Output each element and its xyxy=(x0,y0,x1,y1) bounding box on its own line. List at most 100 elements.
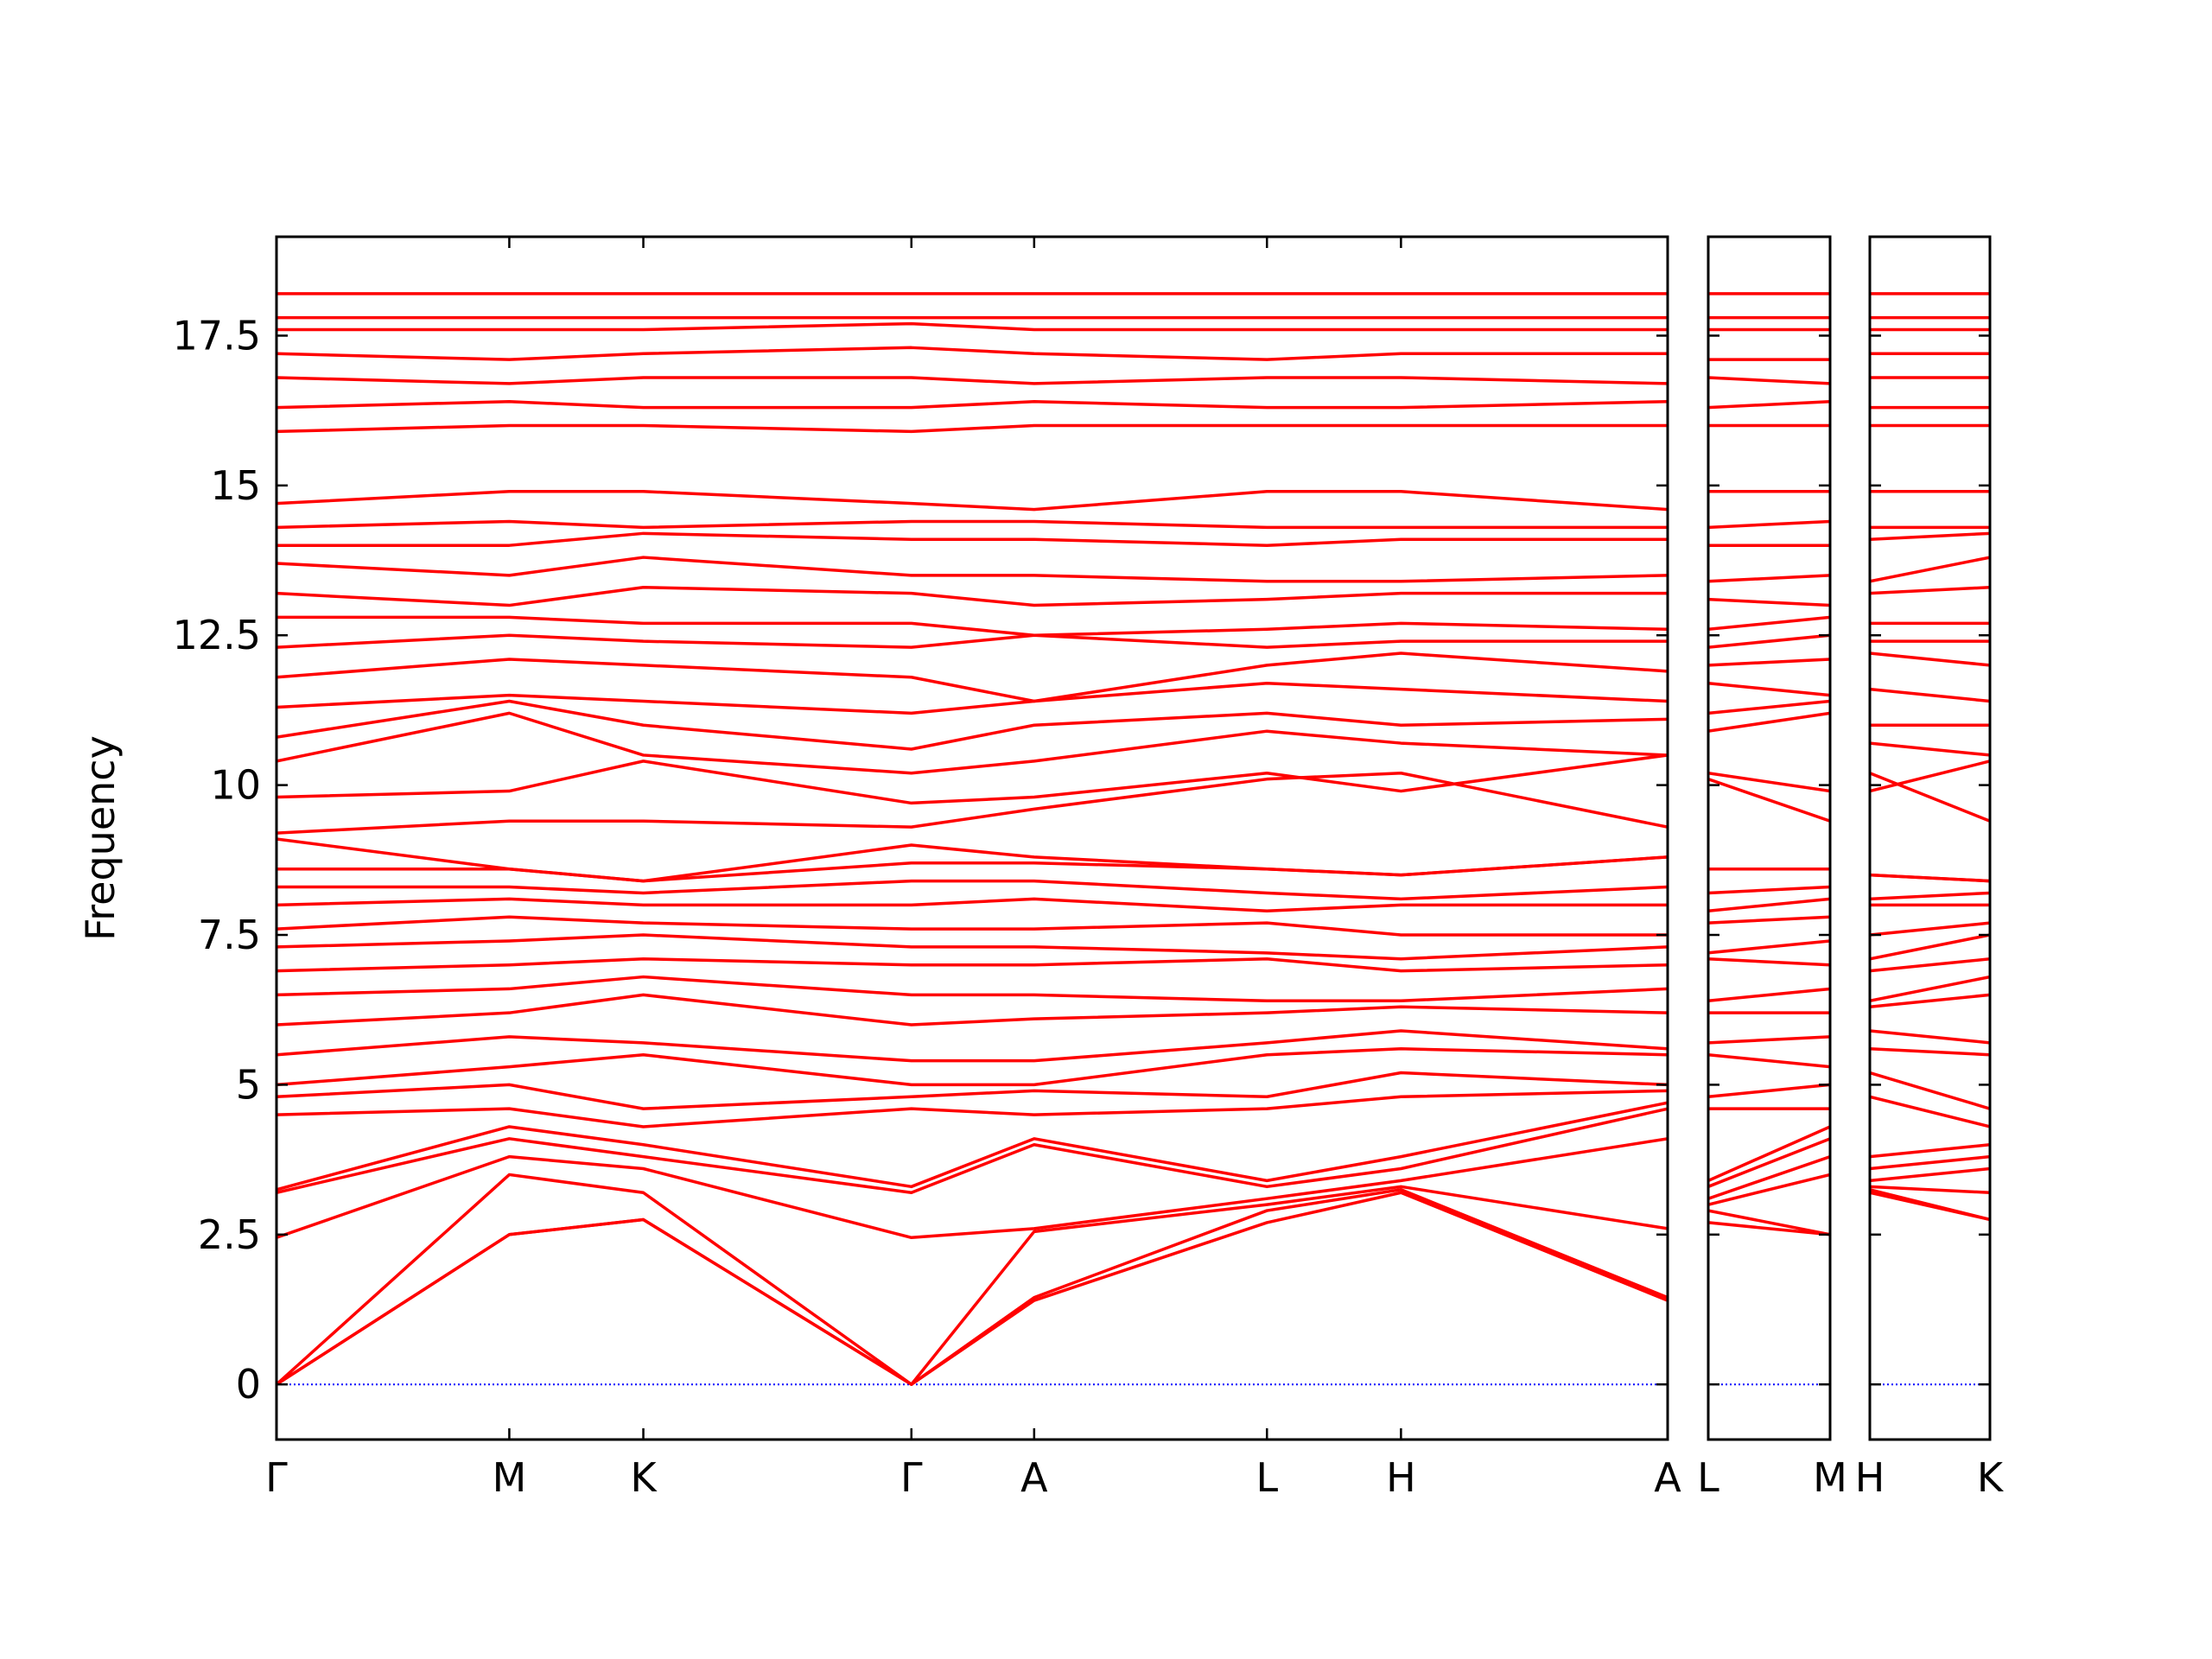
x-tick-label: M xyxy=(1813,1454,1847,1501)
x-tick-label: Γ xyxy=(900,1454,923,1501)
band-line xyxy=(276,915,1668,937)
band-line xyxy=(1708,376,1830,385)
band-line xyxy=(276,975,1668,1003)
band-line xyxy=(1708,1035,1830,1045)
band-line xyxy=(1870,772,1990,823)
band-line xyxy=(1870,652,1990,667)
band-line xyxy=(276,423,1668,434)
band-line xyxy=(276,556,1668,583)
band-line xyxy=(276,699,1668,751)
x-tick-label: H xyxy=(1386,1454,1416,1501)
band-line xyxy=(276,585,1668,607)
band-line xyxy=(1708,699,1830,715)
band-line xyxy=(276,376,1668,385)
band-line xyxy=(1870,975,1990,1003)
band-line xyxy=(276,1107,1668,1194)
band-line xyxy=(1870,1029,1990,1045)
band-line xyxy=(1708,1209,1830,1236)
band-line xyxy=(1870,741,1990,757)
x-tick-label: K xyxy=(630,1454,658,1501)
band-line xyxy=(1870,921,1990,937)
band-line xyxy=(276,993,1668,1027)
band-line xyxy=(276,1047,1668,1087)
band-line xyxy=(1708,633,1830,649)
band-line xyxy=(1708,399,1830,410)
plot-frame xyxy=(1707,235,1832,1441)
band-line xyxy=(1708,574,1830,583)
band-line xyxy=(276,837,1668,883)
band-line xyxy=(1708,658,1830,667)
band-line xyxy=(276,897,1668,913)
band-line xyxy=(1870,556,1990,583)
x-tick-label: L xyxy=(1255,1454,1278,1501)
band-line xyxy=(276,1029,1668,1063)
band-line xyxy=(276,633,1668,649)
band-line xyxy=(1708,885,1830,895)
band-line xyxy=(1870,1095,1990,1128)
band-line xyxy=(1870,873,1990,883)
band-line xyxy=(276,681,1668,715)
plot-frame xyxy=(1868,235,1992,1441)
band-line xyxy=(1870,1188,1990,1222)
band-line xyxy=(276,771,1668,835)
band-line xyxy=(1708,957,1830,967)
band-line xyxy=(276,1191,1668,1386)
band-line xyxy=(276,346,1668,361)
band-line xyxy=(1870,1047,1990,1057)
band-line xyxy=(1708,519,1830,530)
band-line xyxy=(276,399,1668,410)
band-line xyxy=(1870,760,1990,793)
x-tick-label: K xyxy=(1977,1454,2005,1501)
y-tick-label: 15 xyxy=(210,462,261,509)
band-line xyxy=(1708,778,1830,823)
band-line xyxy=(1708,1083,1830,1099)
x-tick-label: Γ xyxy=(265,1454,288,1501)
band-line xyxy=(1708,915,1830,925)
band-line xyxy=(1708,615,1830,632)
band-line xyxy=(1870,1185,1990,1194)
band-line xyxy=(276,652,1668,703)
band-line xyxy=(276,1188,1668,1386)
y-tick-label: 12.5 xyxy=(173,612,261,658)
band-line xyxy=(1708,711,1830,733)
band-line xyxy=(276,933,1668,961)
band-line xyxy=(276,1173,1668,1386)
band-line xyxy=(276,879,1668,901)
band-line xyxy=(276,1137,1668,1240)
band-line xyxy=(276,957,1668,973)
x-tick-label: M xyxy=(493,1454,527,1501)
y-tick-label: 0 xyxy=(236,1361,261,1408)
band-line xyxy=(276,490,1668,512)
band-line xyxy=(1870,687,1990,703)
band-line xyxy=(1708,681,1830,697)
band-line xyxy=(276,711,1668,775)
band-line xyxy=(1708,772,1830,793)
y-tick-label: 7.5 xyxy=(198,912,261,958)
plot-frame xyxy=(275,235,1669,1441)
x-tick-label: H xyxy=(1855,1454,1885,1501)
band-line xyxy=(276,519,1668,530)
band-line xyxy=(1870,1166,1990,1183)
band-line xyxy=(1870,957,1990,973)
band-line xyxy=(1870,891,1990,901)
band-line xyxy=(1870,933,1990,961)
band-line xyxy=(1870,1143,1990,1159)
band-line xyxy=(276,855,1668,883)
band-line xyxy=(276,753,1668,805)
band-line xyxy=(1870,993,1990,1008)
band-line xyxy=(276,1071,1668,1110)
band-line xyxy=(1708,1173,1830,1206)
x-tick-label: A xyxy=(1020,1454,1048,1501)
band-line xyxy=(1708,597,1830,607)
y-axis-label: Frequency xyxy=(77,735,124,941)
band-line xyxy=(1708,1154,1830,1200)
band-line xyxy=(1708,1221,1830,1236)
band-line xyxy=(1870,531,1990,542)
band-line xyxy=(276,1101,1668,1192)
band-line xyxy=(276,615,1668,637)
band-line xyxy=(1708,987,1830,1003)
band-line xyxy=(1708,1137,1830,1188)
band-line xyxy=(1870,1071,1990,1110)
